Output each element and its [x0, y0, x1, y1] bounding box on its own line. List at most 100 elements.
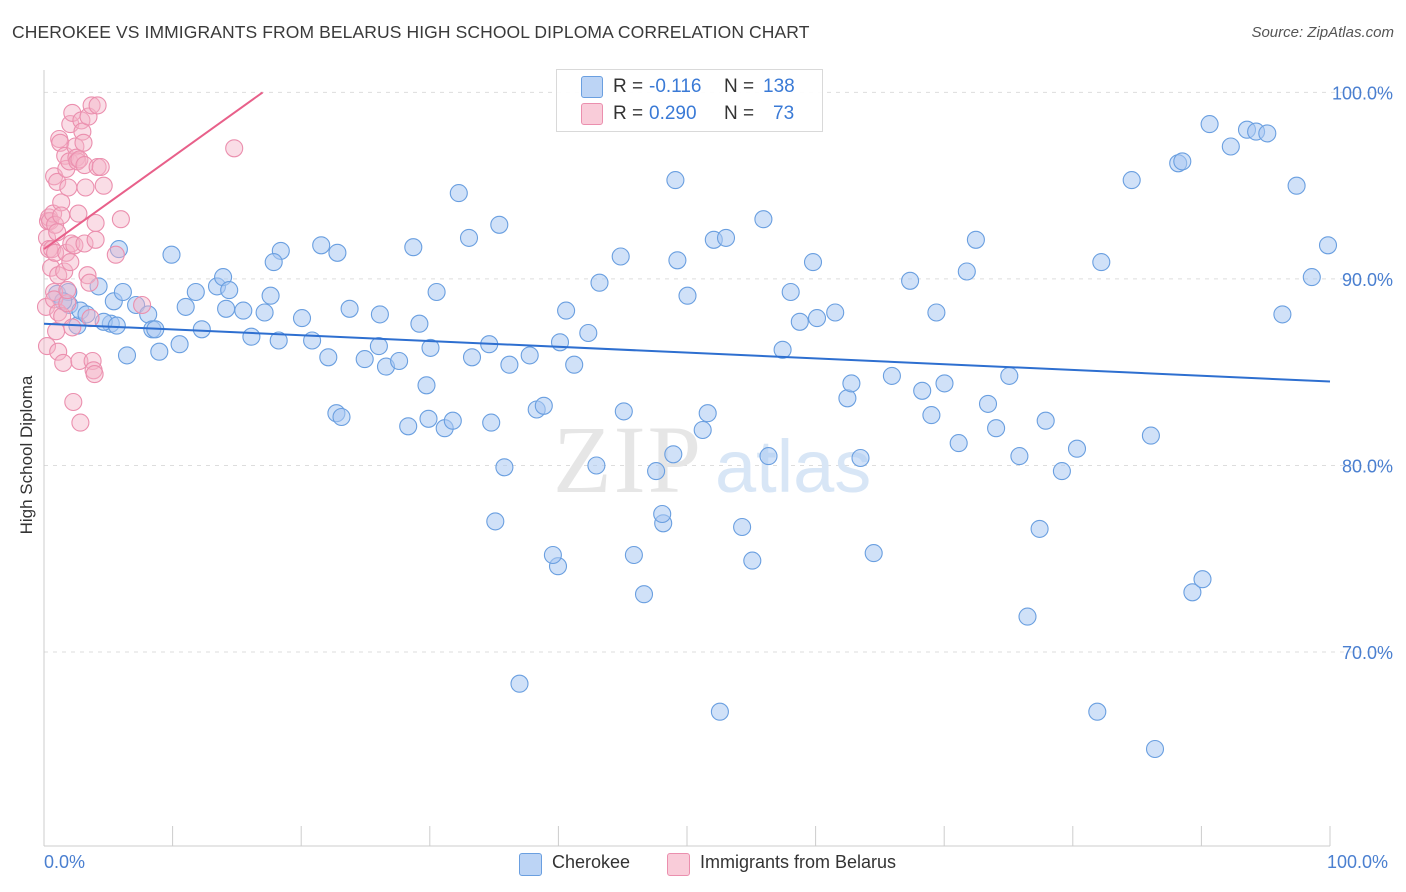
- point-cherokee: [495, 458, 514, 477]
- point-belarus: [91, 157, 110, 177]
- point-cherokee: [803, 253, 823, 272]
- point-belarus: [75, 156, 94, 175]
- point-belarus: [111, 210, 130, 229]
- point-cherokee: [978, 394, 998, 413]
- point-belarus: [58, 281, 77, 300]
- point-cherokee: [312, 236, 331, 255]
- point-belarus: [48, 223, 67, 242]
- point-cherokee: [1067, 439, 1087, 458]
- point-cherokee: [261, 286, 280, 305]
- point-cherokee: [807, 309, 827, 328]
- point-belarus: [106, 245, 125, 264]
- point-belarus: [61, 253, 80, 272]
- point-cherokee: [192, 320, 211, 339]
- point-cherokee: [1302, 268, 1321, 287]
- point-cherokee: [842, 374, 861, 393]
- point-cherokee: [1036, 411, 1055, 430]
- trend-line-cherokee: [43, 322, 1331, 383]
- point-cherokee: [1141, 426, 1160, 445]
- y-tick-label: 100.0%: [1332, 83, 1393, 103]
- point-cherokee: [957, 262, 976, 281]
- point-cherokee: [773, 340, 792, 359]
- point-cherokee: [1273, 305, 1292, 324]
- point-cherokee: [790, 312, 809, 331]
- point-belarus: [86, 230, 105, 249]
- point-cherokee: [864, 544, 883, 563]
- point-cherokee: [647, 462, 666, 481]
- point-cherokee: [710, 702, 729, 721]
- point-cherokee: [579, 323, 598, 343]
- point-cherokee: [743, 551, 762, 570]
- point-cherokee: [754, 210, 773, 229]
- point-cherokee: [668, 251, 687, 270]
- point-cherokee: [176, 297, 195, 316]
- point-cherokee: [1092, 253, 1111, 272]
- point-belarus: [37, 337, 57, 356]
- point-cherokee: [150, 342, 169, 361]
- point-cherokee: [693, 420, 712, 440]
- point-cherokee: [459, 228, 479, 247]
- point-cherokee: [901, 271, 920, 290]
- watermark-atlas: atlas: [715, 425, 871, 508]
- point-cherokee: [421, 338, 440, 357]
- point-cherokee: [664, 445, 683, 464]
- point-cherokee: [1173, 152, 1192, 171]
- point-cherokee: [332, 407, 351, 427]
- point-cherokee: [716, 228, 736, 247]
- point-cherokee: [587, 456, 606, 475]
- point-belarus: [55, 262, 74, 281]
- point-cherokee: [369, 337, 388, 356]
- legend-r-value: -0.116: [649, 76, 702, 97]
- trend-lines: [43, 91, 1331, 383]
- point-belarus: [94, 176, 113, 195]
- point-cherokee: [550, 333, 570, 352]
- point-belarus: [74, 133, 93, 152]
- point-belarus: [80, 273, 99, 292]
- point-cherokee: [1030, 519, 1049, 538]
- x-tick-label-min: 0.0%: [44, 852, 86, 872]
- point-cherokee: [370, 305, 389, 324]
- point-belarus: [85, 365, 104, 384]
- point-cherokee: [399, 417, 418, 436]
- chart-title: CHEROKEE VS IMMIGRANTS FROM BELARUS HIGH…: [12, 22, 810, 42]
- point-cherokee: [1318, 236, 1338, 255]
- point-belarus: [88, 96, 107, 115]
- point-cherokee: [949, 434, 968, 453]
- point-belarus: [81, 309, 100, 328]
- point-cherokee: [935, 374, 954, 393]
- point-belarus: [70, 351, 89, 371]
- point-belarus: [225, 139, 244, 158]
- point-cherokee: [127, 295, 146, 315]
- point-cherokee: [242, 327, 261, 346]
- point-cherokee: [1088, 702, 1107, 721]
- legend-swatch-belarus: [581, 103, 603, 125]
- point-cherokee: [269, 331, 288, 350]
- legend-swatch-cherokee: [581, 76, 603, 98]
- legend-n-label: N =: [724, 103, 755, 124]
- point-cherokee: [733, 517, 752, 537]
- point-cherokee: [557, 301, 576, 320]
- legend-r-value: 0.290: [649, 103, 697, 124]
- point-belarus: [52, 193, 71, 212]
- watermark: ZIP atlas: [553, 406, 871, 513]
- point-belarus: [75, 234, 94, 253]
- point-cherokee: [340, 299, 359, 318]
- point-belarus: [63, 318, 82, 337]
- point-belarus: [76, 178, 95, 197]
- point-cherokee: [922, 406, 941, 425]
- point-cherokee: [510, 674, 529, 693]
- point-belarus: [78, 266, 97, 285]
- point-cherokee: [565, 355, 584, 374]
- point-cherokee: [1052, 462, 1071, 481]
- point-cherokee: [1010, 447, 1029, 466]
- point-cherokee: [500, 355, 519, 374]
- legend-swatch-belarus: [667, 853, 690, 876]
- point-cherokee: [217, 299, 236, 318]
- x-tick-label-max: 100.0%: [1327, 852, 1389, 872]
- point-cherokee: [534, 396, 553, 415]
- legend-label-cherokee: Cherokee: [552, 852, 631, 872]
- point-cherokee: [966, 230, 985, 249]
- point-cherokee: [614, 402, 633, 421]
- point-cherokee: [1193, 570, 1212, 589]
- grid-lines: [44, 91, 1393, 653]
